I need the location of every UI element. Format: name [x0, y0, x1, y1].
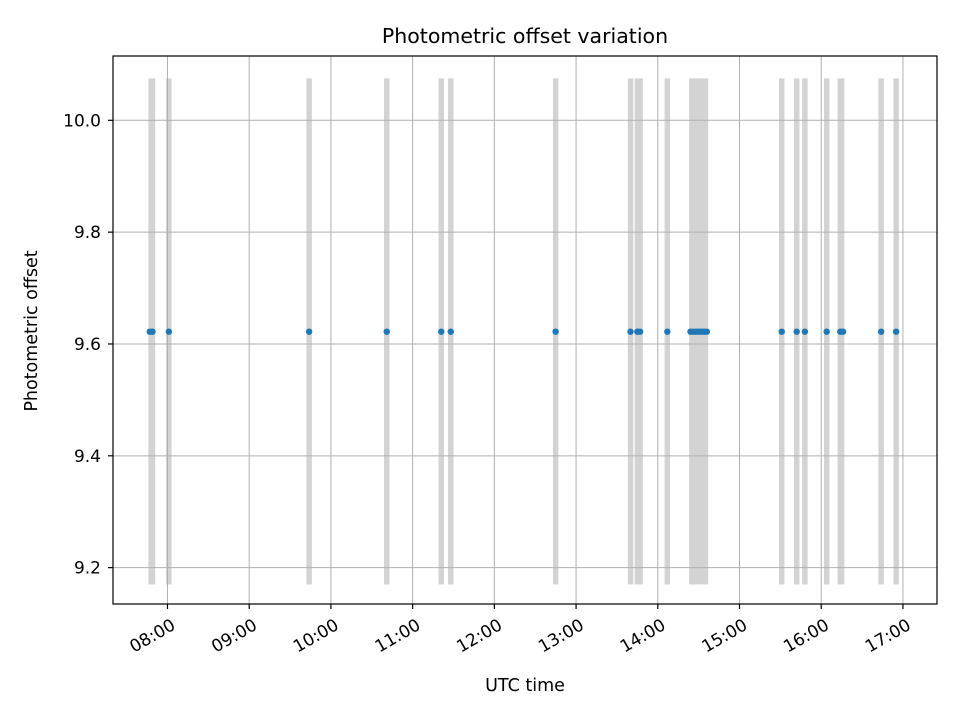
data-point [383, 328, 390, 335]
data-point [778, 328, 785, 335]
data-point [793, 328, 800, 335]
data-point [627, 328, 634, 335]
x-axis-label: UTC time [485, 676, 565, 696]
chart-title: Photometric offset variation [382, 24, 668, 48]
data-point [823, 328, 830, 335]
data-point [892, 328, 900, 335]
data-point [877, 328, 885, 335]
data-point [552, 328, 559, 335]
data-point [438, 328, 445, 335]
data-point [839, 328, 847, 335]
y-tick-label: 9.2 [74, 559, 101, 579]
y-tick-label: 9.4 [74, 447, 101, 467]
data-point [305, 328, 313, 335]
y-tick-label: 9.8 [74, 223, 101, 243]
data-point [636, 328, 644, 335]
axes-frame [112, 55, 938, 605]
data-point [149, 328, 156, 335]
y-axis-label: Photometric offset [22, 250, 42, 411]
data-point [664, 328, 671, 335]
data-point [801, 328, 809, 335]
data-point [447, 328, 454, 335]
data-point [165, 328, 173, 335]
y-tick-label: 9.6 [74, 335, 101, 355]
data-point [703, 328, 711, 335]
y-tick-label: 10.0 [63, 111, 101, 131]
